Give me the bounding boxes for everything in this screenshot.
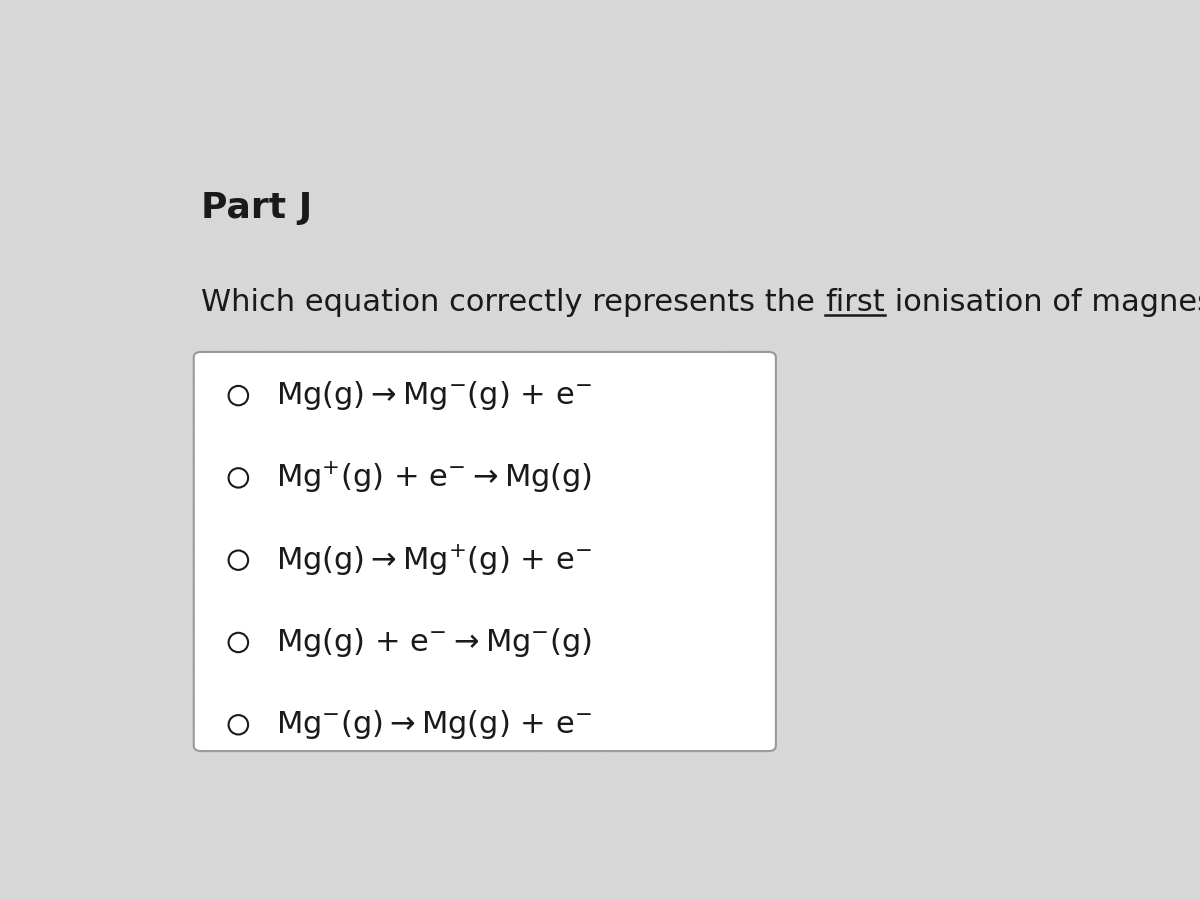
Text: Mg(g)$\rightarrow$Mg$^{\mathsf{-}}$(g) + e$^{\mathsf{-}}$: Mg(g)$\rightarrow$Mg$^{\mathsf{-}}$(g) +…	[276, 379, 592, 412]
Text: Mg$^{\mathsf{-}}$(g)$\rightarrow$Mg(g) + e$^{\mathsf{-}}$: Mg$^{\mathsf{-}}$(g)$\rightarrow$Mg(g) +…	[276, 708, 592, 742]
Text: ionisation of magnesium?: ionisation of magnesium?	[884, 288, 1200, 317]
Text: Mg(g)$\rightarrow$Mg$^{\mathsf{+}}$(g) + e$^{\mathsf{-}}$: Mg(g)$\rightarrow$Mg$^{\mathsf{+}}$(g) +…	[276, 543, 592, 578]
Text: first: first	[824, 288, 884, 317]
Text: Mg(g) + e$^{\mathsf{-}}$$\rightarrow$Mg$^{\mathsf{-}}$(g): Mg(g) + e$^{\mathsf{-}}$$\rightarrow$Mg$…	[276, 626, 592, 659]
Text: Part J: Part J	[202, 191, 312, 225]
Text: Which equation correctly represents the: Which equation correctly represents the	[202, 288, 824, 317]
Text: Mg$^{\mathsf{+}}$(g) + e$^{\mathsf{-}}$$\rightarrow$Mg(g): Mg$^{\mathsf{+}}$(g) + e$^{\mathsf{-}}$$…	[276, 460, 592, 496]
FancyBboxPatch shape	[193, 352, 776, 752]
